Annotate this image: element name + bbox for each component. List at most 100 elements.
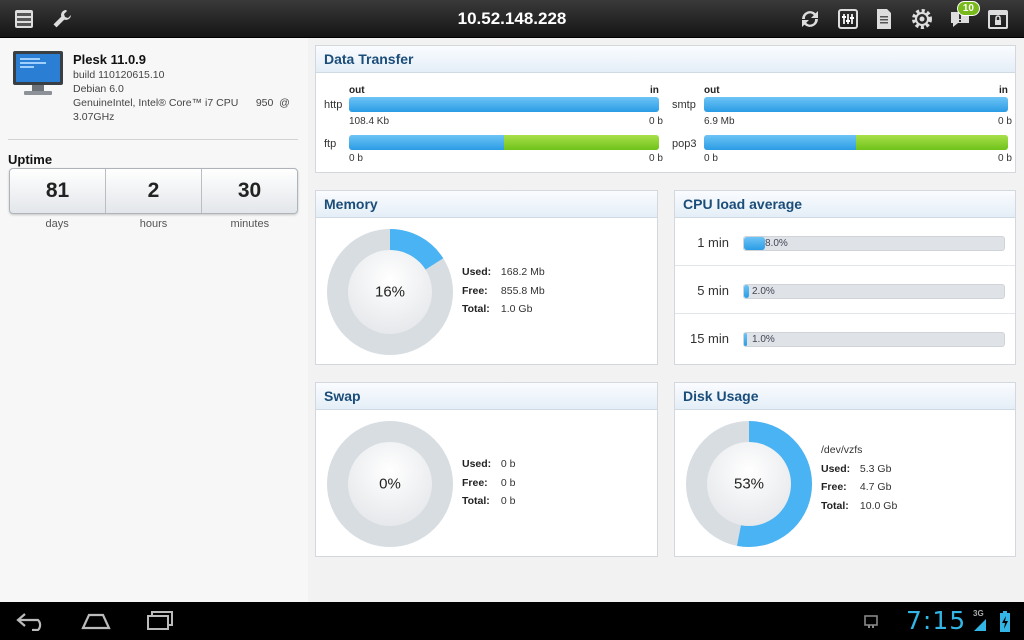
ftp-in-fill	[504, 135, 659, 150]
memory-ring-fill	[327, 229, 453, 355]
cpu-row-5min: 5 min 2.0%	[675, 267, 1015, 314]
server-info-panel: Plesk 11.0.9 build 110120615.10 Debian 6…	[0, 38, 308, 602]
disk-used: 5.3 Gb	[859, 462, 892, 475]
cpu-load-title: CPU load average	[675, 191, 1015, 218]
pop3-out-fill	[704, 135, 856, 150]
cpu-fill-15min	[744, 333, 747, 346]
swap-free-key: Free:	[462, 476, 488, 489]
memory-panel: Memory 16% Used: 168.2 Mb Free: 855.8 Mb…	[315, 190, 658, 365]
cpu-value-1min: 8.0%	[765, 238, 788, 249]
cpu-bar-5min: 2.0%	[743, 284, 1005, 299]
ftp-in-value: 0 b	[649, 153, 663, 164]
disk-percent: 53%	[733, 475, 765, 493]
disk-used-key: Used:	[821, 462, 851, 475]
monitor-icon	[12, 50, 64, 96]
memory-donut: 16%	[325, 227, 455, 357]
ftp-out-fill	[349, 135, 504, 150]
smtp-out-fill	[704, 97, 1008, 112]
divider	[8, 139, 298, 140]
http-label: http	[324, 99, 343, 111]
disk-device: /dev/vzfs	[821, 444, 863, 456]
ftp-transfer-bar	[349, 135, 659, 150]
cpu-load-panel: CPU load average 1 min 8.0% 5 min 2.0% 1…	[674, 190, 1016, 365]
pop3-in-fill	[856, 135, 1008, 150]
pop3-label: pop3	[672, 138, 697, 150]
cpu-fill-1min	[744, 237, 765, 250]
refresh-icon[interactable]	[796, 5, 824, 33]
notifications-icon[interactable]: 10	[946, 1, 980, 33]
uptime-days: 81	[10, 169, 106, 213]
swap-panel: Swap 0% Used: 0 b Free: 0 b Total: 0 b	[315, 382, 658, 557]
cpu-bar-1min: 8.0%	[743, 236, 1005, 251]
back-icon[interactable]	[12, 608, 52, 634]
server-cpu: GenuineIntel, Intel® Core™ i7 CPU 950 @ …	[73, 97, 293, 123]
smtp-out-value: 6.9 Mb	[704, 116, 735, 127]
cpu-label-1min: 1 min	[697, 235, 729, 250]
uptime-title: Uptime	[8, 152, 53, 167]
data-transfer-title: Data Transfer	[316, 46, 1015, 73]
pop3-transfer-bar	[704, 135, 1008, 150]
disk-total-key: Total:	[821, 499, 849, 512]
smtp-transfer-bar	[704, 97, 1008, 112]
network-type: 3G	[973, 609, 984, 618]
action-bar: 10.52.148.228 10	[0, 0, 1024, 38]
http-out-value: 108.4 Kb	[349, 116, 390, 127]
memory-stats: Used: 168.2 Mb Free: 855.8 Mb Total: 1.0…	[462, 263, 545, 319]
memory-percent: 16%	[374, 283, 406, 301]
swap-total-key: Total:	[462, 495, 490, 507]
smtp-in-label: in	[999, 85, 1008, 96]
cpu-fill-5min	[744, 285, 750, 298]
disk-usage-title: Disk Usage	[675, 383, 1015, 410]
server-build: build 110120615.10	[73, 69, 165, 81]
cpu-row-15min: 15 min 1.0%	[675, 315, 1015, 362]
memory-total: 1.0 Gb	[500, 303, 533, 315]
uptime-hours-label: hours	[139, 218, 168, 230]
uptime-minutes: 30	[237, 179, 262, 202]
gear-icon[interactable]	[908, 5, 936, 33]
uptime-hours: 2	[106, 169, 202, 213]
document-icon[interactable]	[870, 5, 898, 33]
data-transfer-panel: Data Transfer out in http 108.4 Kb 0 b o…	[315, 45, 1016, 173]
notification-badge: 10	[956, 1, 980, 16]
home-icon[interactable]	[76, 608, 116, 634]
disk-stats: /dev/vzfs Used: 5.3 Gb Free: 4.7 Gb Tota…	[821, 441, 897, 515]
uptime-minutes-label: minutes	[230, 218, 270, 230]
equalizer-icon[interactable]	[834, 5, 862, 33]
server-list-icon[interactable]	[10, 5, 38, 33]
ftp-out-value: 0 b	[349, 153, 363, 164]
status-clock: 7:15	[906, 606, 967, 635]
smtp-label: smtp	[672, 99, 696, 111]
memory-used-key: Used:	[462, 266, 492, 278]
swap-stats: Used: 0 b Free: 0 b Total: 0 b	[462, 455, 516, 511]
memory-free-key: Free:	[462, 284, 488, 297]
disk-ring-fill	[686, 421, 812, 547]
uptime-counter: 81 2 30	[9, 168, 298, 214]
swap-free: 0 b	[500, 476, 516, 489]
swap-donut: 0%	[325, 419, 455, 549]
http-in-label: in	[650, 85, 659, 96]
recent-apps-icon[interactable]	[140, 608, 180, 634]
swap-title: Swap	[316, 383, 657, 410]
http-out-fill	[349, 97, 659, 112]
host-title: 10.52.148.228	[457, 9, 567, 28]
memory-total-key: Total:	[462, 303, 490, 315]
swap-total: 0 b	[500, 495, 516, 507]
server-name: Plesk 11.0.9	[73, 52, 147, 67]
swap-used-key: Used:	[462, 458, 492, 470]
http-out-label: out	[349, 85, 365, 96]
wrench-icon[interactable]	[48, 5, 76, 33]
battery-charging-icon	[999, 611, 1011, 638]
android-debug-icon	[860, 608, 882, 634]
disk-free-key: Free:	[821, 481, 847, 493]
smtp-in-value: 0 b	[998, 116, 1012, 127]
memory-free: 855.8 Mb	[500, 284, 545, 297]
disk-donut: 53%	[684, 419, 814, 549]
cpu-label-15min: 15 min	[689, 331, 729, 346]
cpu-value-15min: 1.0%	[752, 334, 775, 345]
system-navigation-bar: 7:15 3G	[0, 602, 1024, 640]
signal-icon	[973, 618, 987, 637]
cpu-value-5min: 2.0%	[752, 286, 775, 297]
smtp-out-label: out	[704, 85, 720, 96]
lock-icon[interactable]	[984, 5, 1012, 33]
disk-total: 10.0 Gb	[859, 499, 898, 512]
